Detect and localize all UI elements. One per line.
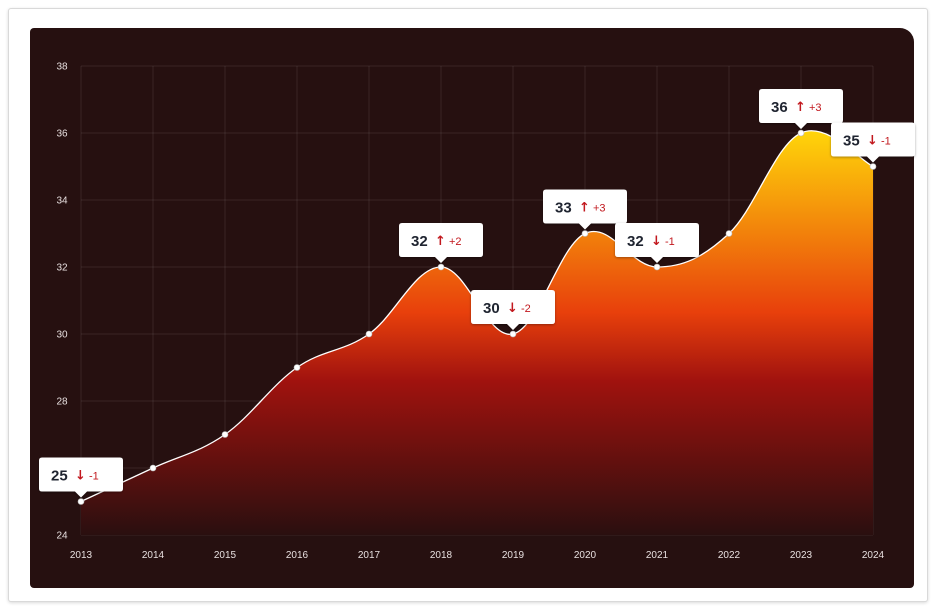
label-delta: +3 bbox=[593, 203, 606, 215]
data-point-2019[interactable] bbox=[509, 330, 517, 338]
data-point-2016[interactable] bbox=[293, 364, 301, 371]
arrow-up-icon: ↑ bbox=[795, 100, 806, 115]
x-tick-label: 2018 bbox=[430, 550, 453, 561]
data-label-2013: 25 ↓ -1 bbox=[39, 457, 123, 498]
data-point-2022[interactable] bbox=[725, 230, 733, 237]
label-delta: -2 bbox=[521, 303, 531, 315]
arrow-down-icon: ↓ bbox=[75, 469, 86, 484]
x-tick-label: 2014 bbox=[142, 550, 165, 561]
label-box bbox=[471, 290, 555, 330]
data-point-2020[interactable] bbox=[581, 230, 589, 237]
data-label-2024: 35 ↓ -1 bbox=[831, 122, 915, 163]
data-point-2023[interactable] bbox=[797, 129, 805, 137]
x-tick-label: 2016 bbox=[286, 550, 309, 561]
label-value: 33 bbox=[555, 200, 572, 217]
x-tick-label: 2017 bbox=[358, 550, 381, 561]
data-point-2014[interactable] bbox=[149, 464, 157, 472]
y-tick-label: 28 bbox=[56, 397, 68, 408]
label-value: 32 bbox=[411, 233, 428, 250]
arrow-up-icon: ↑ bbox=[435, 234, 446, 249]
label-box bbox=[543, 189, 627, 230]
arrow-down-icon: ↓ bbox=[507, 301, 518, 316]
area-fill bbox=[81, 130, 873, 535]
label-value: 25 bbox=[51, 468, 68, 485]
label-delta: -1 bbox=[881, 136, 891, 148]
label-box bbox=[399, 223, 483, 263]
label-delta: -1 bbox=[665, 236, 675, 248]
y-tick-label: 32 bbox=[56, 263, 68, 274]
y-tick-label: 38 bbox=[56, 62, 68, 73]
y-tick-label: 30 bbox=[56, 330, 68, 341]
x-axis-ticks: 2013 2014 2015 2016 2017 2018 2019 2020 2021 2022… bbox=[70, 550, 885, 561]
label-box bbox=[39, 457, 123, 498]
label-delta: -1 bbox=[89, 471, 99, 483]
data-point-2024[interactable] bbox=[869, 163, 877, 170]
x-tick-label: 2021 bbox=[646, 550, 669, 561]
x-tick-label: 2020 bbox=[574, 550, 597, 561]
data-label-2019: 30 ↓ -2 bbox=[471, 290, 555, 330]
data-point-2013[interactable] bbox=[77, 498, 85, 505]
label-value: 30 bbox=[483, 300, 500, 317]
x-tick-label: 2024 bbox=[862, 550, 885, 561]
data-label-2023: 36 ↑ +3 bbox=[759, 89, 843, 129]
label-value: 35 bbox=[843, 133, 860, 150]
label-box bbox=[831, 122, 915, 163]
data-labels: 25 ↓ -132 ↑ +230 ↓ -233 ↑ +332 ↓ -136 ↑ +335 ↓ -1 bbox=[39, 89, 915, 498]
y-tick-label: 24 bbox=[56, 531, 68, 542]
x-tick-label: 2015 bbox=[214, 550, 237, 561]
data-point-2018[interactable] bbox=[437, 263, 445, 271]
data-point-2021[interactable] bbox=[653, 263, 661, 271]
arrow-down-icon: ↓ bbox=[651, 234, 662, 249]
y-axis-ticks: 24 28 30 32 34 36 38 bbox=[56, 62, 68, 542]
label-value: 32 bbox=[627, 233, 644, 250]
data-points bbox=[77, 129, 877, 505]
data-label-2018: 32 ↑ +2 bbox=[399, 223, 483, 263]
y-tick-label: 36 bbox=[56, 129, 68, 140]
label-delta: +2 bbox=[449, 236, 462, 248]
y-tick-label: 34 bbox=[56, 196, 68, 207]
data-label-2021: 32 ↓ -1 bbox=[615, 223, 699, 263]
label-box bbox=[615, 223, 699, 263]
x-tick-label: 2019 bbox=[502, 550, 525, 561]
label-delta: +3 bbox=[809, 102, 822, 114]
x-tick-label: 2013 bbox=[70, 550, 93, 561]
data-label-2020: 33 ↑ +3 bbox=[543, 189, 627, 230]
x-tick-label: 2023 bbox=[790, 550, 813, 561]
data-point-2017[interactable] bbox=[365, 330, 373, 338]
data-point-2015[interactable] bbox=[221, 431, 229, 438]
arrow-down-icon: ↓ bbox=[867, 134, 878, 149]
label-value: 36 bbox=[771, 99, 788, 116]
label-box bbox=[759, 89, 843, 129]
arrow-up-icon: ↑ bbox=[579, 201, 590, 216]
x-tick-label: 2022 bbox=[718, 550, 741, 561]
